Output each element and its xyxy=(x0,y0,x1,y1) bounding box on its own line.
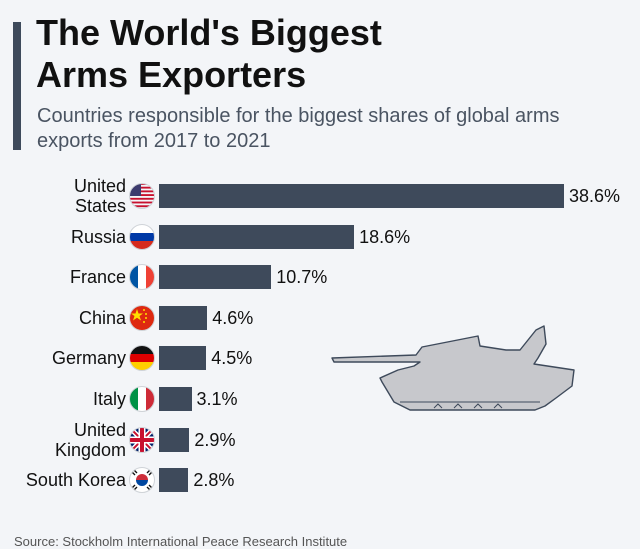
chart-title: The World's Biggest Arms Exporters xyxy=(36,12,382,95)
value-label: 2.8% xyxy=(193,470,235,491)
bar xyxy=(159,184,564,208)
chart-subtitle: Countries responsible for the biggest sh… xyxy=(37,105,560,152)
value-label: 4.6% xyxy=(212,307,254,328)
flag-italy-icon xyxy=(129,386,155,412)
flag-france-icon xyxy=(129,264,155,291)
category-label: South Korea xyxy=(25,470,126,491)
category-label: France xyxy=(69,267,126,288)
value-label: 38.6% xyxy=(569,186,621,206)
bar xyxy=(159,305,208,330)
value-label: 18.6% xyxy=(359,226,411,247)
category-label: United States xyxy=(73,176,126,216)
bar xyxy=(159,468,189,493)
flag-russia-icon xyxy=(129,223,155,250)
bar xyxy=(159,387,192,411)
tank-silhouette-icon xyxy=(331,325,575,411)
bar xyxy=(159,427,190,452)
category-label: Italy xyxy=(92,389,126,409)
title-accent-bar xyxy=(13,22,21,150)
category-label: Germany xyxy=(51,348,126,369)
flag-uk-icon xyxy=(129,426,155,453)
flag-south-korea-icon xyxy=(129,467,155,494)
bar xyxy=(159,265,272,290)
category-label: Russia xyxy=(70,226,126,247)
category-label: China xyxy=(78,307,126,328)
bar xyxy=(159,224,355,249)
value-label: 2.9% xyxy=(194,429,236,450)
value-label: 4.5% xyxy=(211,348,253,369)
value-label: 10.7% xyxy=(276,267,328,288)
flag-china-icon xyxy=(129,304,155,331)
flag-us-icon xyxy=(129,183,155,209)
bar xyxy=(159,346,207,371)
value-label: 3.1% xyxy=(196,389,238,409)
category-label: United Kingdom xyxy=(54,419,126,460)
flag-germany-icon xyxy=(129,345,155,372)
